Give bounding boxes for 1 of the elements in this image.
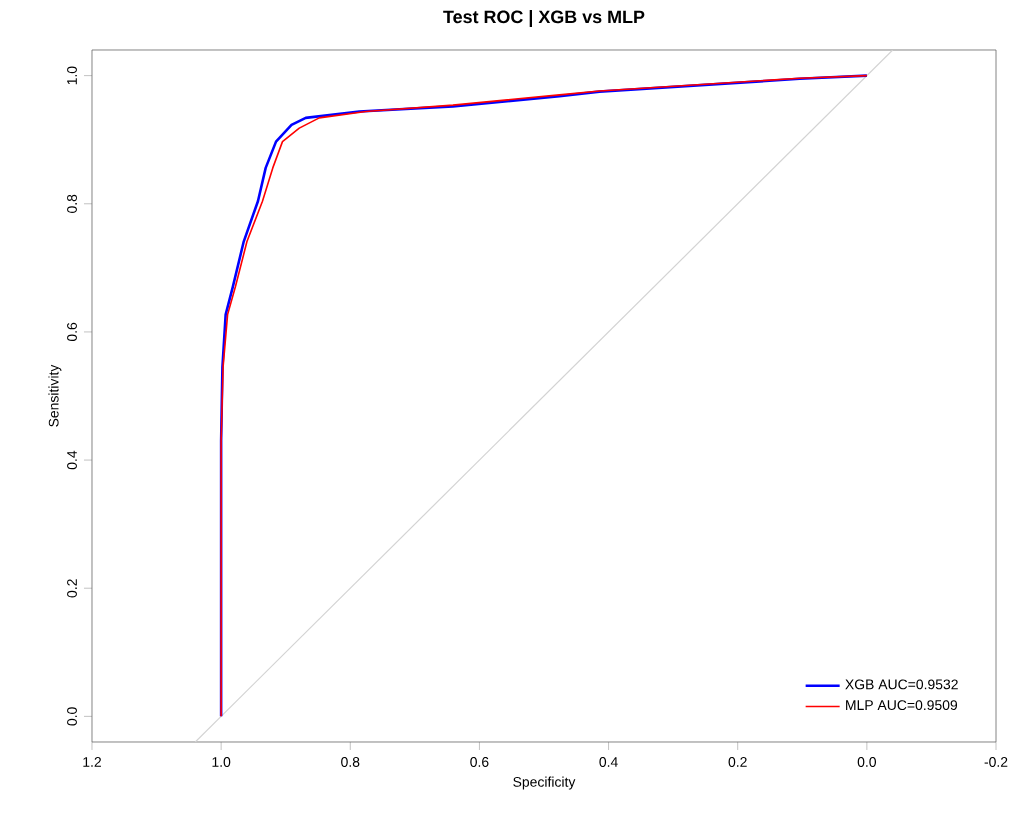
chart-title: Test ROC | XGB vs MLP	[443, 10, 645, 28]
